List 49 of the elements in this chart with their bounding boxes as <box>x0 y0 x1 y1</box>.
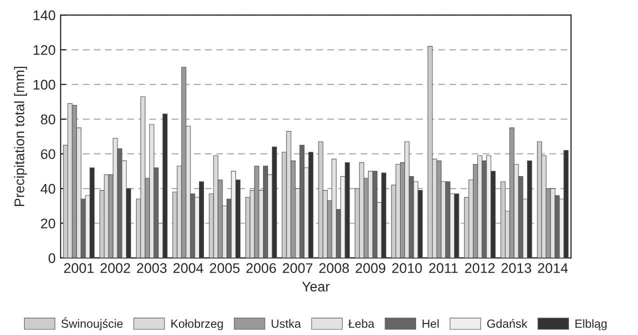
x-axis-title: Year <box>302 282 330 292</box>
bar <box>198 181 204 258</box>
bar <box>381 172 386 258</box>
x-tick-label: 2011 <box>429 263 458 274</box>
x-tick-label: 2004 <box>173 263 204 274</box>
x-tick-label: 2001 <box>64 263 94 274</box>
y-tick-label: 60 <box>41 149 56 160</box>
bar <box>140 96 146 258</box>
y-tick-label: 40 <box>40 184 56 194</box>
legend-label: Gdańsk <box>487 319 528 328</box>
legend-label: Hel <box>422 319 439 328</box>
x-tick-label: 2012 <box>465 263 495 274</box>
x-tick-label: 2003 <box>137 263 167 274</box>
x-tick-label: 2002 <box>100 263 130 274</box>
y-tick-label: 140 <box>34 10 56 20</box>
x-tick-label: 2009 <box>356 263 386 274</box>
bar <box>104 174 109 258</box>
bar <box>550 188 556 258</box>
bar <box>308 152 314 258</box>
legend-label: Elbląg <box>576 319 607 330</box>
x-tick-label: 2006 <box>246 263 276 274</box>
y-tick-label: 80 <box>40 114 56 124</box>
x-tick-label: 2013 <box>502 263 532 274</box>
bar <box>149 124 154 258</box>
legend-label: Ustka <box>272 319 301 328</box>
bar <box>428 46 433 258</box>
bar <box>272 146 277 258</box>
y-tick-label: 20 <box>41 218 56 228</box>
x-tick-label: 2008 <box>319 263 349 274</box>
y-tick-label: 120 <box>34 45 56 55</box>
bar <box>372 170 378 258</box>
x-tick-label: 2007 <box>282 263 312 274</box>
y-tick-label: 100 <box>34 80 56 90</box>
legend-label: Kołobrzeg <box>171 319 223 330</box>
bar <box>181 66 186 258</box>
bar <box>318 141 324 258</box>
x-tick-label: 2005 <box>210 263 240 274</box>
y-tick-label: 0 <box>48 253 56 264</box>
x-tick-label: 2010 <box>392 263 422 274</box>
bar <box>436 160 442 258</box>
legend-label: Łeba <box>348 319 374 328</box>
bar <box>286 131 292 258</box>
bar <box>344 162 350 258</box>
legend-label: Świnoujście <box>61 317 123 330</box>
bar <box>486 155 492 258</box>
y-axis-title: Precipitation total [mm] <box>14 66 28 206</box>
bar <box>477 155 482 258</box>
x-tick-label: 2014 <box>538 263 568 274</box>
bar <box>500 181 506 258</box>
